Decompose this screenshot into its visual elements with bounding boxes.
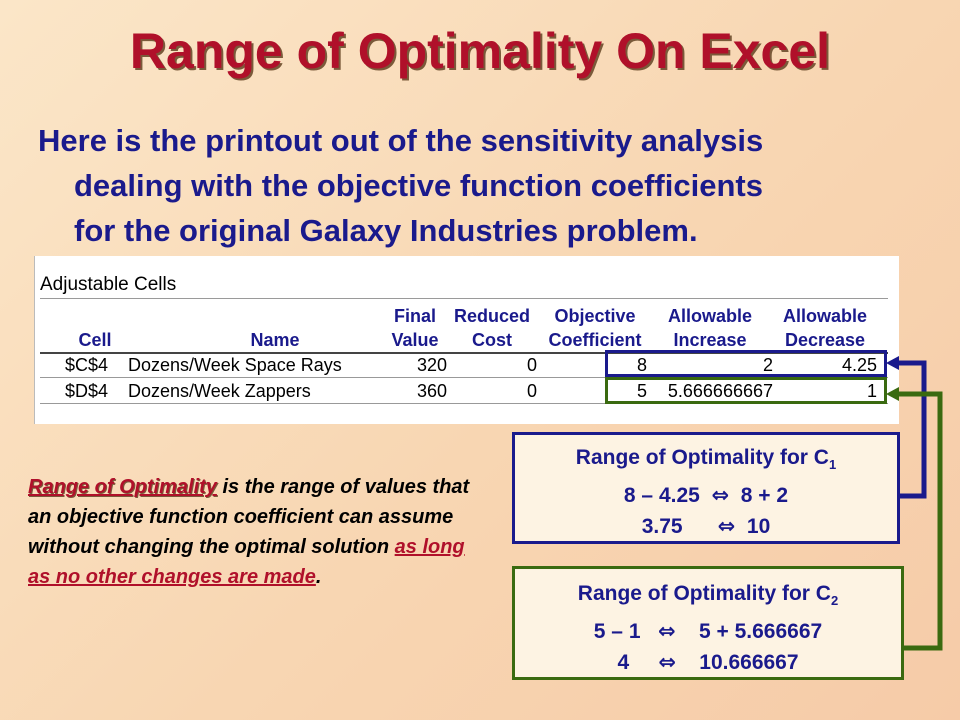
range-c1-box: Range of Optimality for C1 8 – 4.25 ⇔ 8 … bbox=[512, 432, 900, 544]
definition-end: . bbox=[315, 566, 322, 588]
c2-connector bbox=[899, 391, 943, 651]
double-arrow-icon: ⇔ bbox=[717, 514, 736, 539]
header-divider bbox=[40, 352, 888, 354]
row1-highlight-box bbox=[605, 350, 887, 377]
header-increase-2: Increase bbox=[673, 330, 747, 350]
intro-text: Here is the printout out of the sensitiv… bbox=[38, 118, 938, 253]
row-divider bbox=[40, 403, 888, 404]
double-arrow-icon: ⇔ bbox=[711, 483, 730, 508]
range-c1-title: Range of Optimality for C1 bbox=[575, 446, 837, 473]
heading-divider bbox=[40, 298, 888, 299]
intro-line-2: dealing with the objective function coef… bbox=[74, 168, 763, 203]
adjustable-cells-heading: Adjustable Cells bbox=[40, 274, 177, 295]
row2-name: Dozens/Week Zappers bbox=[128, 381, 311, 401]
row1-decrease: 4.25 bbox=[841, 355, 877, 375]
double-arrow-icon: ⇔ bbox=[658, 650, 676, 675]
row1-cell: $C$4 bbox=[65, 355, 109, 375]
definition-term: Range of Optimality bbox=[28, 476, 217, 498]
header-final-1: Final bbox=[393, 306, 436, 326]
range-c2-title: Range of Optimality for C2 bbox=[577, 582, 839, 609]
header-final-2: Value bbox=[391, 330, 439, 350]
header-decrease-1: Allowable bbox=[782, 306, 867, 326]
header-name: Name bbox=[250, 330, 300, 350]
header-increase-1: Allowable bbox=[667, 306, 752, 326]
intro-line-3: for the original Galaxy Industries probl… bbox=[74, 213, 698, 248]
range-c2-expression: 5 – 1 ⇔ 5 + 5.666667 bbox=[593, 619, 823, 644]
range-c2-box: Range of Optimality for C2 5 – 1 ⇔ 5 + 5… bbox=[512, 566, 904, 680]
slide-title: Range of Optimality On Excel bbox=[129, 23, 831, 79]
header-reduced-2: Cost bbox=[472, 330, 512, 350]
definition-note: Range of Optimality is the range of valu… bbox=[28, 472, 483, 592]
row2-increase: 5.666666667 bbox=[667, 381, 773, 401]
row1-increase: 2 bbox=[762, 355, 773, 375]
row1-reduced: 0 bbox=[526, 355, 537, 375]
row2-reduced: 0 bbox=[526, 381, 537, 401]
row1-name: Dozens/Week Space Rays bbox=[128, 355, 342, 375]
row2-decrease: 1 bbox=[866, 381, 877, 401]
row2-final: 360 bbox=[416, 381, 447, 401]
header-decrease-2: Decrease bbox=[784, 330, 866, 350]
row1-coefficient: 8 bbox=[636, 355, 647, 375]
row2-cell: $D$4 bbox=[65, 381, 109, 401]
c1-connector bbox=[899, 360, 927, 499]
range-c2-result: 4 ⇔ 10.666667 bbox=[617, 650, 799, 675]
double-arrow-icon: ⇔ bbox=[658, 619, 676, 644]
row-divider bbox=[40, 377, 888, 378]
row1-final: 320 bbox=[416, 355, 447, 375]
intro-line-1: Here is the printout out of the sensitiv… bbox=[38, 123, 764, 158]
row2-coefficient: 5 bbox=[636, 381, 647, 401]
header-cell: Cell bbox=[78, 330, 112, 350]
range-c1-result: 3.75 ⇔ 10 bbox=[641, 514, 771, 539]
range-c1-expression: 8 – 4.25 ⇔ 8 + 2 bbox=[623, 483, 789, 508]
header-objective-1: Objective bbox=[554, 306, 636, 326]
definition-condition: as long as no other changes are made bbox=[28, 536, 465, 588]
definition-text: is the range of values that an objective… bbox=[28, 476, 470, 558]
header-reduced-1: Reduced bbox=[453, 306, 531, 326]
row2-highlight-box bbox=[605, 377, 887, 404]
header-objective-2: Coefficient bbox=[548, 330, 642, 350]
sensitivity-report-table: Adjustable Cells Cell Name Final Value R… bbox=[34, 256, 899, 424]
